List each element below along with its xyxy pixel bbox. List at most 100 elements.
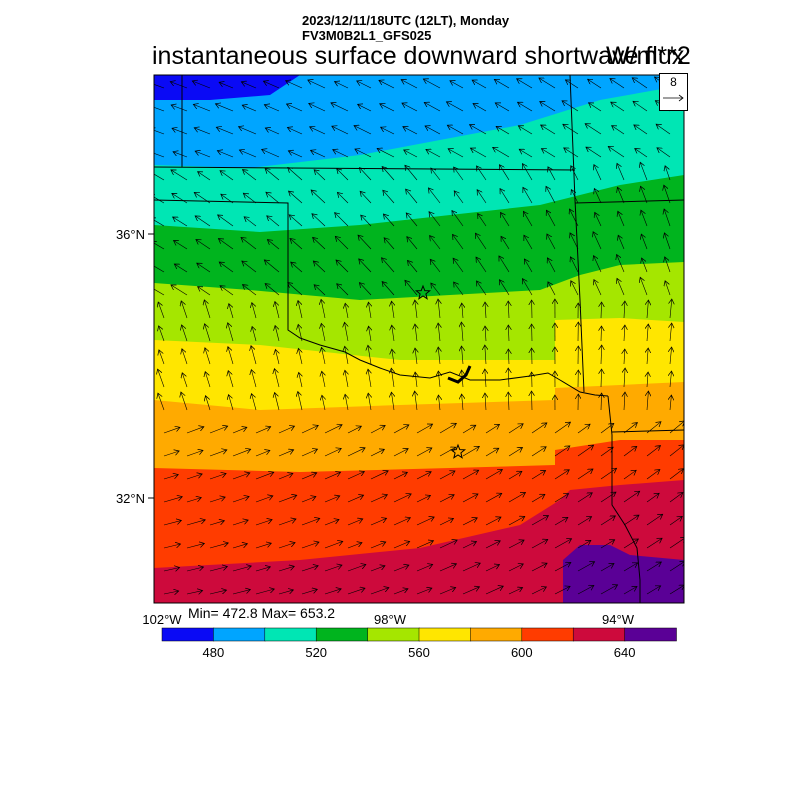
wind-arrow	[462, 394, 463, 411]
colorbar-cell	[367, 627, 420, 642]
wind-arrow	[532, 391, 533, 411]
wind-arrow	[368, 369, 371, 388]
wind-arrow	[554, 494, 569, 503]
wind-arrow	[623, 515, 639, 526]
wind-arrow	[431, 283, 441, 296]
colorbar-label: 600	[511, 645, 533, 660]
wind-arrow	[647, 300, 648, 319]
station-star-south	[449, 443, 467, 459]
wind-arrow	[577, 586, 594, 595]
wind-arrow	[368, 393, 371, 411]
wind-arrow	[358, 104, 372, 112]
wind-arrow	[485, 326, 486, 342]
wind-arrow	[608, 146, 625, 158]
border-oklahoma-arkansas	[569, 75, 585, 393]
wind-arrow	[361, 215, 372, 227]
header-datetime: 2023/12/11/18UTC (12LT), Monday	[302, 13, 510, 28]
wind-arrow	[477, 190, 487, 204]
wind-arrow	[209, 590, 227, 595]
wind-arrow	[462, 303, 463, 319]
wind-arrow	[384, 238, 395, 250]
wind-arrow	[278, 450, 294, 457]
colorbar-cell	[315, 627, 369, 642]
wind-arrow	[298, 392, 303, 411]
wind-arrow	[508, 349, 509, 365]
lon-label-102w: 102°W	[142, 612, 182, 627]
wind-arrow	[524, 259, 533, 273]
wind-arrow	[423, 79, 441, 89]
wind-arrow	[540, 102, 556, 112]
wind-arrow	[172, 193, 188, 204]
wind-arrow	[298, 348, 302, 365]
wind-arrow	[499, 256, 510, 273]
band-640	[154, 480, 684, 603]
wind-arrow	[646, 470, 660, 480]
wind-arrow	[255, 589, 274, 595]
wind-arrow	[278, 566, 294, 572]
wind-arrow	[255, 567, 270, 572]
wind-arrow	[154, 286, 165, 296]
wind-arrow	[416, 424, 433, 434]
wind-arrow	[406, 213, 418, 227]
wind-arrow	[278, 473, 293, 480]
wind-arrow	[347, 495, 364, 503]
wind-arrow	[324, 541, 343, 549]
wind-arrow	[416, 472, 431, 480]
wind-arrow	[370, 449, 384, 457]
wind-arrow	[310, 127, 326, 135]
lat-ticks: 36°N 32°N	[116, 227, 154, 506]
wind-arrow	[669, 585, 684, 595]
wind-arrow	[382, 282, 395, 296]
wind-arrow	[368, 345, 371, 365]
wind-arrow	[439, 540, 457, 549]
wind-arrow	[264, 105, 280, 112]
wind-arrow	[669, 421, 684, 434]
wind-arrow	[232, 427, 247, 434]
wind-arrow	[571, 281, 579, 296]
wind-arrow	[255, 543, 271, 549]
wind-arrow	[462, 470, 479, 480]
wind-arrow	[206, 396, 211, 411]
wind-arrow	[243, 193, 257, 204]
wind-arrow	[196, 240, 211, 250]
wind-arrow	[415, 391, 417, 411]
wind-arrow	[218, 215, 234, 227]
wind-arrow	[518, 126, 533, 135]
wind-arrow	[286, 81, 303, 89]
wind-arrow	[531, 471, 546, 480]
wind-arrow	[577, 562, 595, 572]
wind-arrow	[265, 128, 280, 135]
wind-arrow	[209, 474, 226, 480]
wind-arrow	[192, 81, 211, 89]
wind-arrow	[301, 518, 320, 526]
lon-label-98w: 98°W	[374, 612, 407, 627]
wind-arrow	[232, 566, 251, 572]
wind-arrow	[209, 521, 224, 526]
wind-arrow	[539, 78, 556, 89]
wind-arrow	[347, 472, 364, 480]
wind-arrow	[541, 149, 556, 158]
wind-arrow	[288, 282, 303, 296]
wind-arrow	[612, 126, 625, 135]
wind-arrow	[554, 470, 569, 480]
wind-arrow	[278, 519, 296, 526]
wind-arrow	[670, 299, 672, 319]
wind-arrow	[624, 368, 625, 388]
wind-arrow	[309, 103, 326, 112]
wind-arrow	[562, 101, 579, 112]
wind-arrow	[205, 348, 211, 365]
wind-arrow	[454, 282, 464, 296]
wind-arrow	[163, 427, 180, 434]
wind-arrow	[416, 448, 432, 457]
wind-arrow	[450, 81, 464, 89]
wind-arrow	[531, 494, 545, 503]
map-frame	[153, 74, 685, 604]
colorbar-cell	[572, 627, 626, 642]
reference-arrow-icon	[663, 94, 684, 102]
wind-arrow	[393, 494, 411, 503]
wind-arrow	[278, 495, 297, 503]
wind-arrow	[243, 285, 257, 296]
colorbar-label: 520	[305, 645, 327, 660]
wind-arrow	[186, 474, 202, 480]
